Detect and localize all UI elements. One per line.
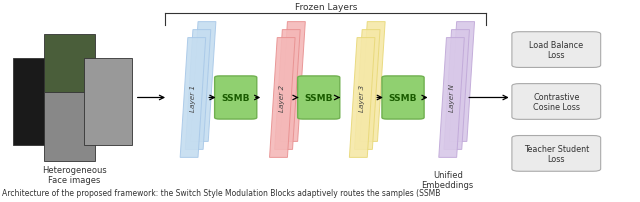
FancyBboxPatch shape xyxy=(512,33,601,68)
FancyBboxPatch shape xyxy=(44,34,95,110)
FancyBboxPatch shape xyxy=(298,77,340,119)
Text: Architecture of the proposed framework: the Switch Style Modulation Blocks adapt: Architecture of the proposed framework: … xyxy=(2,188,440,197)
Text: Layer 3: Layer 3 xyxy=(359,84,365,112)
Text: SSMB: SSMB xyxy=(388,94,417,102)
Text: Unified
Embeddings: Unified Embeddings xyxy=(422,170,474,189)
FancyBboxPatch shape xyxy=(512,136,601,171)
FancyBboxPatch shape xyxy=(84,58,132,146)
Text: Layer 2: Layer 2 xyxy=(279,84,285,112)
FancyBboxPatch shape xyxy=(512,84,601,120)
Polygon shape xyxy=(280,22,305,142)
Text: Load Balance
Loss: Load Balance Loss xyxy=(529,41,583,60)
Text: Layer N: Layer N xyxy=(449,84,454,112)
FancyBboxPatch shape xyxy=(214,77,257,119)
Polygon shape xyxy=(275,31,300,150)
Polygon shape xyxy=(185,31,211,150)
Text: Contrastive
Cosine Loss: Contrastive Cosine Loss xyxy=(532,92,580,112)
Text: Heterogeneous
Face images: Heterogeneous Face images xyxy=(42,165,106,184)
Polygon shape xyxy=(449,22,474,142)
Polygon shape xyxy=(180,38,205,158)
Polygon shape xyxy=(269,38,295,158)
Polygon shape xyxy=(355,31,380,150)
Polygon shape xyxy=(349,38,375,158)
FancyBboxPatch shape xyxy=(44,92,95,162)
Text: Teacher Student
Loss: Teacher Student Loss xyxy=(524,144,589,163)
FancyBboxPatch shape xyxy=(13,58,61,146)
FancyBboxPatch shape xyxy=(382,77,424,119)
Polygon shape xyxy=(360,22,385,142)
Text: SSMB: SSMB xyxy=(305,94,333,102)
Text: Layer 1: Layer 1 xyxy=(190,84,196,112)
Text: Frozen Layers: Frozen Layers xyxy=(294,3,357,12)
Polygon shape xyxy=(190,22,216,142)
Text: SSMB: SSMB xyxy=(221,94,250,102)
Polygon shape xyxy=(444,31,469,150)
Polygon shape xyxy=(439,38,465,158)
